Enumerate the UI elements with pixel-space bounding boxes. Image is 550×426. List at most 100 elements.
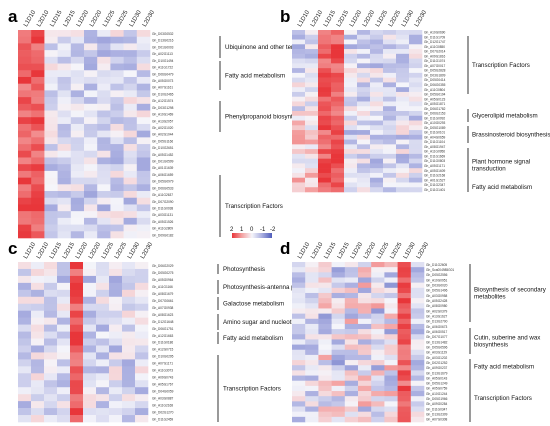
heatmap-cell bbox=[31, 352, 45, 360]
heatmap-cell bbox=[122, 262, 136, 270]
heatmap-cell bbox=[57, 170, 72, 178]
heatmap-cell bbox=[31, 90, 45, 98]
heatmap-cell bbox=[357, 44, 371, 50]
heatmap-cell bbox=[370, 139, 384, 145]
heatmap-cell bbox=[331, 115, 345, 121]
heatmap-cell bbox=[318, 134, 332, 140]
heatmap-cell bbox=[31, 415, 45, 423]
heatmap-cell bbox=[70, 359, 84, 367]
heatmap-cell bbox=[96, 373, 110, 381]
heatmap-cell bbox=[18, 401, 32, 409]
heatmap-cell bbox=[370, 91, 384, 97]
heatmap-cell bbox=[397, 313, 412, 320]
heatmap-cell bbox=[122, 380, 136, 388]
heatmap-cell bbox=[18, 43, 32, 51]
heatmap-cell bbox=[31, 331, 45, 339]
heatmap-cell bbox=[409, 177, 423, 183]
heatmap-cell bbox=[409, 58, 423, 64]
heatmap-cell bbox=[383, 177, 397, 183]
heatmap-cell bbox=[292, 396, 306, 402]
heatmap-cell bbox=[57, 262, 71, 270]
panel-label-c: c bbox=[8, 239, 17, 258]
heatmap-cell bbox=[44, 262, 58, 270]
heatmap-cell bbox=[409, 111, 423, 117]
heatmap-cell bbox=[397, 262, 412, 268]
heatmap-cell bbox=[331, 375, 346, 382]
heatmap-cell bbox=[57, 359, 71, 367]
heatmap-cell bbox=[344, 63, 358, 69]
heatmap-cell bbox=[110, 177, 124, 185]
heatmap-cell bbox=[292, 168, 306, 174]
heatmap-cell bbox=[318, 72, 332, 78]
gene-label: Gh_A04G0659 bbox=[424, 135, 445, 139]
heatmap-cell bbox=[331, 158, 345, 164]
heatmap-cell bbox=[97, 137, 111, 145]
heatmap-cell bbox=[57, 338, 71, 346]
heatmap-cell bbox=[292, 125, 306, 131]
heatmap-cell bbox=[318, 139, 332, 145]
heatmap-cell bbox=[370, 87, 384, 93]
heatmap-cell bbox=[96, 401, 110, 409]
heatmap-cell bbox=[44, 56, 58, 64]
heatmap-cell bbox=[57, 184, 72, 192]
heatmap-cell bbox=[44, 97, 58, 105]
heatmap-cell bbox=[96, 408, 110, 416]
heatmap-cell bbox=[31, 36, 45, 44]
heatmap-cell bbox=[318, 158, 332, 164]
heatmap-cell bbox=[344, 277, 359, 283]
heatmap-cell bbox=[409, 182, 423, 188]
heatmap-cell bbox=[83, 387, 97, 395]
heatmap-cell bbox=[70, 338, 84, 346]
heatmap-cell bbox=[123, 50, 138, 58]
heatmap-cell bbox=[370, 120, 384, 126]
heatmap-cell bbox=[396, 182, 410, 188]
heatmap-cell bbox=[409, 82, 423, 88]
gene-label: Gh_D05G1249 bbox=[426, 382, 448, 386]
heatmap-cell bbox=[396, 153, 410, 159]
gene-label: Gh_D11G0101 bbox=[424, 131, 445, 135]
heatmap-cell bbox=[305, 72, 319, 78]
heatmap-cell bbox=[44, 150, 58, 158]
heatmap-cell bbox=[18, 387, 32, 395]
heatmap-cell bbox=[57, 204, 72, 212]
gene-label: Gh_D05G0414 bbox=[424, 78, 446, 82]
heatmap-cell bbox=[110, 217, 124, 225]
heatmap-cell bbox=[318, 370, 332, 376]
heatmap-cell bbox=[331, 323, 346, 330]
heatmap-cell bbox=[292, 344, 306, 351]
heatmap-cell bbox=[123, 184, 138, 192]
heatmap-cell bbox=[371, 396, 385, 402]
heatmap-cell bbox=[18, 191, 32, 199]
heatmap-cell bbox=[96, 345, 110, 353]
heatmap-cell bbox=[357, 82, 371, 88]
heatmap-cell bbox=[318, 262, 332, 268]
heatmap-cell bbox=[318, 401, 332, 407]
heatmap-cell bbox=[18, 197, 32, 205]
heatmap-cell bbox=[331, 68, 345, 74]
heatmap-cell bbox=[83, 296, 97, 305]
heatmap-cell bbox=[18, 70, 32, 78]
heatmap-cell bbox=[31, 387, 45, 395]
heatmap-cell bbox=[358, 396, 372, 402]
heatmap-cell bbox=[331, 139, 345, 145]
heatmap-cell bbox=[123, 211, 138, 219]
heatmap-cell bbox=[409, 63, 423, 69]
heatmap-cell bbox=[384, 375, 398, 382]
heatmap-cell bbox=[305, 149, 319, 155]
heatmap-cell bbox=[18, 338, 32, 346]
gene-label: Gh_D11G2168 bbox=[424, 174, 445, 178]
heatmap-cell bbox=[384, 298, 398, 304]
heatmap-cell bbox=[84, 97, 98, 105]
heatmap-cell bbox=[358, 277, 372, 283]
heatmap-cell bbox=[318, 34, 332, 40]
gene-label: Gh_D12G1747 bbox=[424, 40, 446, 44]
heatmap-cell bbox=[305, 344, 319, 351]
heatmap-cell bbox=[83, 331, 97, 339]
heatmap-cell bbox=[123, 103, 138, 111]
heatmap-cell bbox=[135, 408, 149, 416]
heatmap-cell bbox=[344, 87, 358, 93]
heatmap-cell bbox=[370, 177, 384, 183]
gene-label: Gh_D13G1482 bbox=[426, 340, 448, 344]
gene-label: Gh_A03G0887 bbox=[152, 396, 173, 400]
category-label: Biosynthesis of secondary metabolites bbox=[474, 287, 547, 301]
